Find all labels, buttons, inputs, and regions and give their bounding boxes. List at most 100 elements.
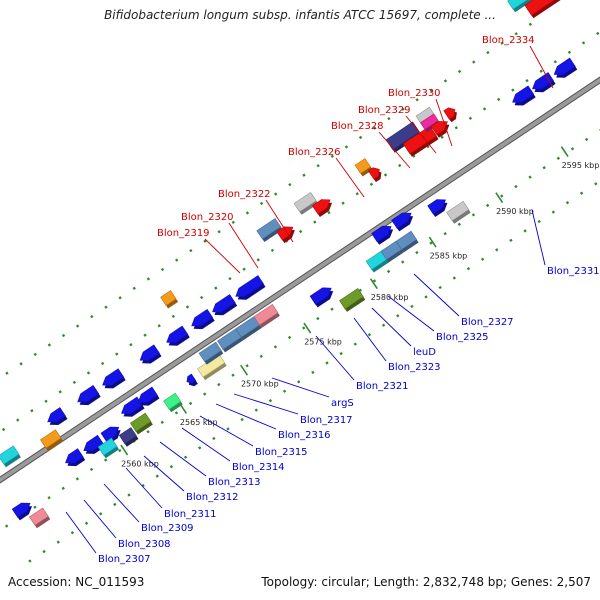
tick-dot	[440, 135, 444, 139]
tick-dot	[424, 295, 428, 299]
tick-dot	[539, 69, 543, 73]
tick-dot	[412, 154, 416, 158]
tick-dot	[287, 335, 292, 340]
tick-dot	[373, 126, 377, 130]
gene-label-lower: Blon_2312	[186, 492, 239, 503]
tick-dot	[44, 399, 48, 403]
gene-feature	[118, 427, 137, 445]
kbp-tick	[240, 364, 249, 376]
tick-dot	[118, 296, 122, 300]
tick-dot	[443, 232, 447, 236]
tick-dot	[387, 116, 391, 121]
tick-dot	[242, 267, 246, 271]
tick-dot	[217, 382, 221, 387]
gene-feature	[276, 226, 294, 241]
tick-dot	[146, 277, 151, 281]
tick-dot	[426, 144, 430, 149]
tick-dot	[313, 220, 317, 224]
gene-feature	[235, 275, 264, 298]
tick-dot	[355, 192, 359, 196]
tick-dot	[383, 173, 388, 177]
tick-dot	[171, 314, 176, 319]
leader-line-lower	[65, 511, 97, 554]
tick-dot	[4, 524, 9, 528]
gene-label-upper: Blon_2329	[358, 105, 411, 116]
tick-dot	[104, 305, 108, 309]
gene-feature	[28, 507, 49, 526]
tick-dot	[565, 200, 570, 205]
gene-feature	[139, 344, 160, 361]
gene-feature	[47, 407, 66, 423]
tick-dot	[486, 50, 490, 55]
tick-dot	[226, 427, 230, 431]
leader-line-upper	[378, 131, 411, 169]
label-leader-lines	[65, 45, 554, 554]
tick-dot	[28, 559, 32, 563]
tick-dot	[282, 389, 287, 393]
tick-dot	[16, 418, 20, 422]
leader-line-lower	[103, 483, 140, 523]
gene-feature	[430, 121, 448, 136]
gene-feature	[102, 368, 125, 386]
tick-dot	[245, 364, 249, 368]
tick-dot	[217, 230, 221, 234]
leader-line-upper	[204, 238, 241, 274]
tick-dot	[99, 512, 103, 516]
tick-dot	[372, 279, 377, 283]
gene-label-upper: Blon_2322	[218, 189, 271, 200]
tick-dot	[199, 295, 204, 300]
tick-dot	[596, 31, 600, 36]
tick-dot	[528, 22, 532, 26]
tick-dot	[553, 60, 557, 64]
gene-feature	[311, 199, 331, 215]
tick-dot	[398, 163, 402, 168]
tick-dot	[70, 531, 75, 535]
kbp-tick-label: 2585 kbp	[430, 251, 468, 260]
tick-dot	[188, 401, 193, 406]
gene-label-upper: Blon_2330	[388, 88, 441, 99]
gene-feature	[163, 392, 182, 410]
leader-line-upper	[405, 115, 437, 154]
tick-dot	[42, 549, 46, 554]
tick-dot	[452, 276, 456, 280]
tick-dot	[480, 257, 485, 261]
kbp-tick	[560, 146, 569, 158]
gene-feature	[256, 218, 282, 240]
leader-line-lower	[315, 335, 355, 381]
tick-dot	[245, 211, 250, 215]
gene-feature	[339, 287, 364, 310]
tick-dot	[256, 258, 260, 262]
tick-dot	[268, 399, 273, 403]
gene-feature	[371, 225, 392, 243]
tick-dot	[75, 477, 80, 481]
tick-dot	[528, 175, 532, 179]
gene-feature	[420, 113, 439, 130]
tick-dot	[100, 361, 105, 366]
gene-feature	[186, 373, 197, 384]
leader-line-upper	[435, 98, 453, 147]
tick-dot	[500, 41, 504, 45]
leader-line-lower	[181, 427, 231, 462]
tick-dot	[198, 446, 202, 450]
gene-label-lower: Blon_2308	[118, 539, 171, 550]
gene-label-lower: Blon_2327	[461, 317, 514, 328]
tick-dot	[570, 147, 575, 151]
tick-dot	[288, 182, 292, 187]
tick-dot	[457, 222, 461, 226]
tick-dot	[56, 540, 60, 544]
tick-dot	[542, 166, 546, 170]
gene-feature	[212, 294, 236, 313]
tick-dot	[415, 98, 419, 102]
tick-dot	[299, 229, 303, 234]
tick-dot	[47, 496, 51, 500]
gene-label-upper: Blon_2334	[482, 35, 535, 46]
tick-dot	[189, 248, 193, 253]
tick-dot	[537, 219, 541, 224]
tick-dot	[482, 107, 487, 111]
tick-dot	[316, 316, 320, 321]
tick-dot	[175, 258, 179, 262]
gene-feature	[97, 437, 118, 456]
leader-line-lower	[143, 455, 185, 492]
leader-line-upper	[335, 157, 365, 198]
